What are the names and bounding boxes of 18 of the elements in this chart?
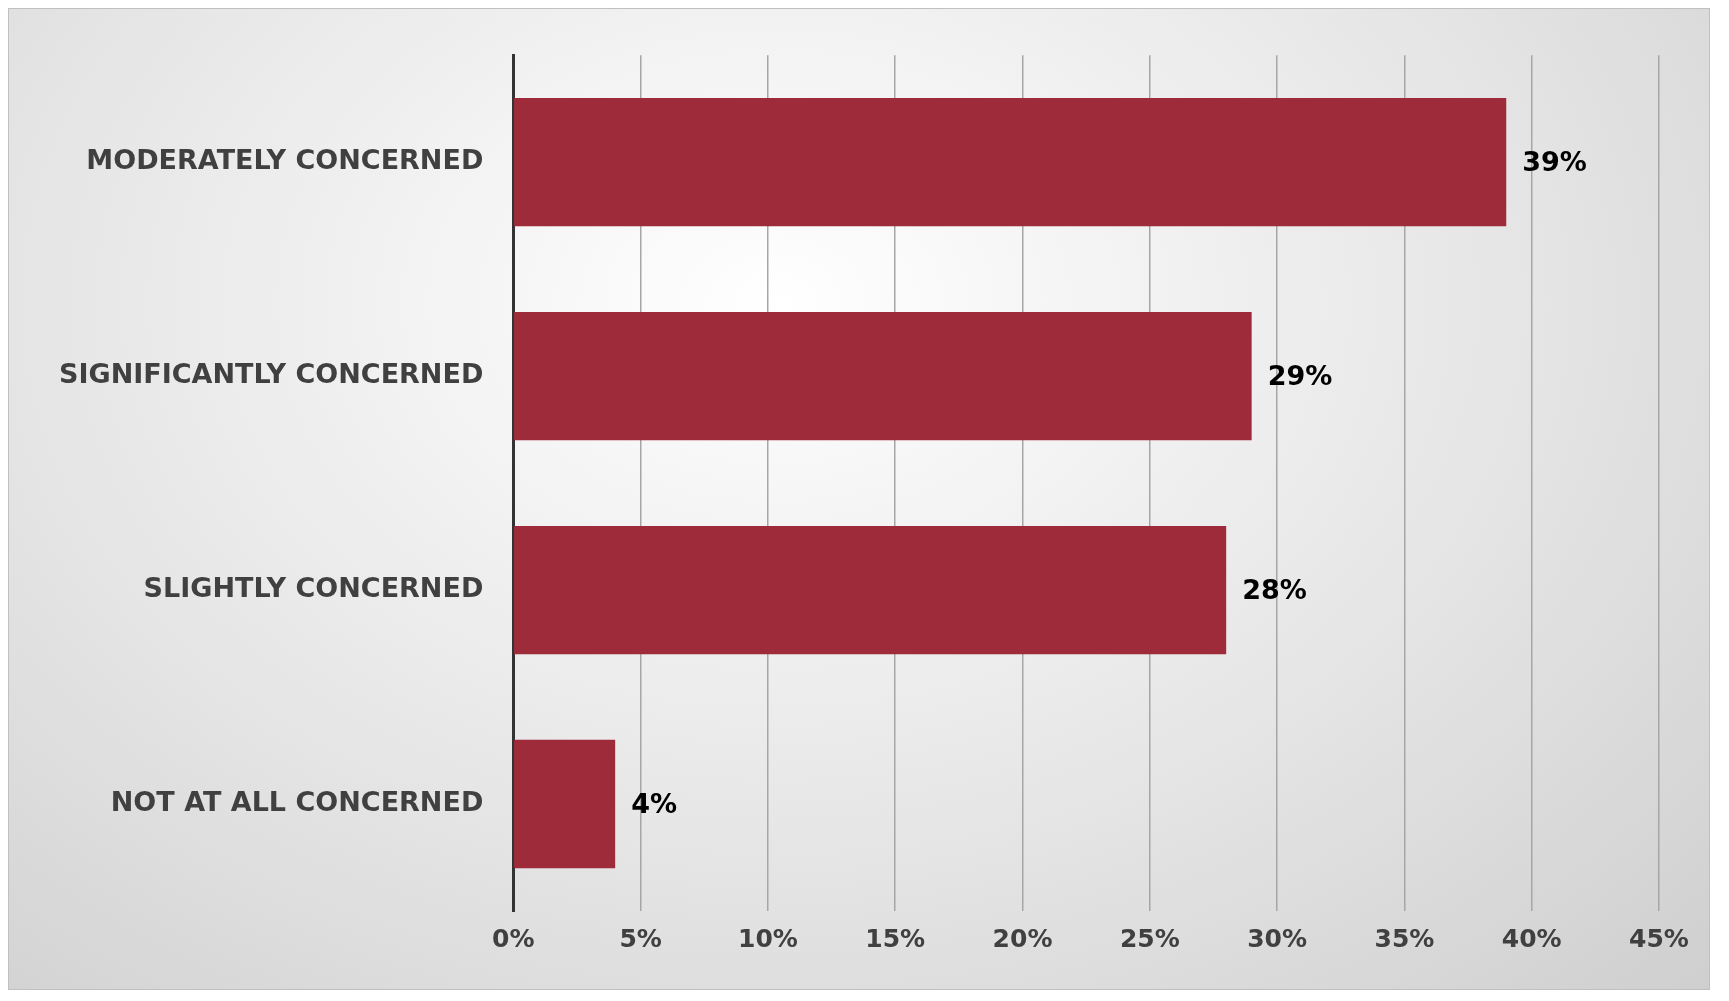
data-label: 4%	[631, 788, 678, 820]
y-tick-label: MODERATELY CONCERNED	[86, 144, 484, 176]
data-label: 28%	[1242, 574, 1307, 606]
x-tick-label: 45%	[1629, 923, 1689, 953]
x-tick-label: 30%	[1247, 923, 1308, 953]
data-label: 39%	[1522, 146, 1587, 178]
y-tick-label: SLIGHTLY CONCERNED	[143, 572, 484, 604]
x-tick-label: 40%	[1501, 923, 1562, 953]
x-tick-label: 0%	[492, 923, 535, 953]
x-tick-label: 35%	[1374, 923, 1435, 953]
y-tick-label: NOT AT ALL CONCERNED	[110, 786, 484, 818]
data-label: 29%	[1267, 360, 1333, 392]
x-tick-label: 20%	[992, 923, 1053, 953]
x-tick-label: 5%	[619, 923, 662, 953]
x-tick-label: 10%	[738, 923, 798, 953]
y-tick-label: SIGNIFICANTLY CONCERNED	[59, 358, 484, 390]
x-tick-label: 25%	[1119, 923, 1180, 953]
x-tick-label: 15%	[865, 923, 926, 953]
